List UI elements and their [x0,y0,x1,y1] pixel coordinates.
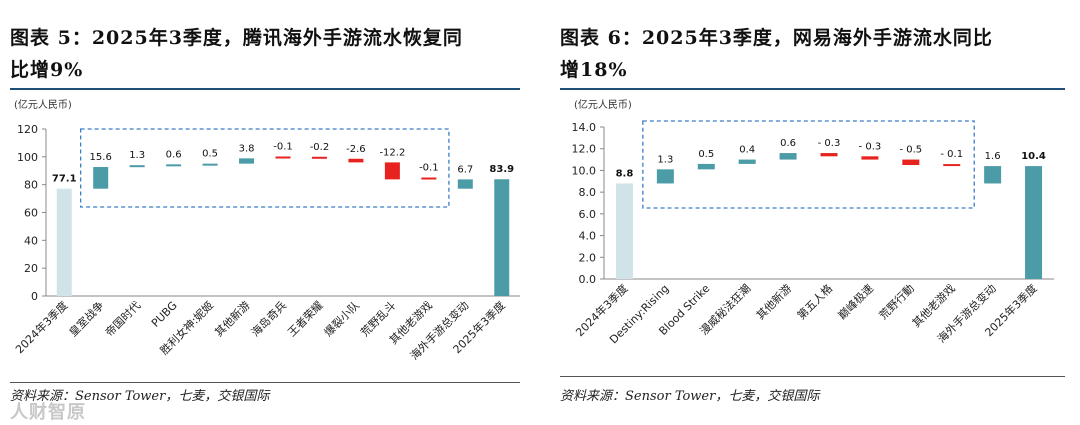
right-waterfall-chart: 0.0 2.0 4.0 6.0 8.0 10.0 12.0 14.0 8.8 1.3 0.5 0.4 0… [572,120,1054,346]
left-x-tick-label-7: 王者荣耀 [285,299,325,339]
left-value-label-0: 77.1 [52,174,77,185]
right-bar-1 [656,169,674,184]
right-value-label-3: 0.4 [739,145,755,156]
left-bar-5 [239,158,255,164]
left-y-tick-label: 40 [24,234,38,247]
left-x-tick-label-8: 爆裂小队 [321,298,362,339]
right-value-label-4: 0.6 [780,138,796,149]
left-value-label-4: 0.5 [202,149,218,160]
right-y-tick-label: 8.0 [579,186,597,199]
left-value-label-2: 1.3 [129,150,145,161]
right-bar-7 [902,159,920,165]
right-bar-6 [861,156,879,160]
left-x-tick-label-1: 皇室战争 [66,298,107,339]
left-bar-12 [494,179,510,296]
right-bar-5 [820,153,838,157]
left-source: 资料来源：Sensor Tower，七麦，交银国际 [10,389,270,404]
left-bar-0 [56,188,72,296]
left-value-label-1: 15.6 [90,152,112,163]
left-chart-title: 图表 5：2025年3季度，腾讯海外手游流水恢复同 比增9% [10,27,463,81]
left-value-label-10: -0.1 [419,163,439,174]
right-y-tick-label: 2.0 [579,251,597,264]
right-x-tick-label-7: 荒野行動 [876,281,917,322]
left-bar-4 [202,163,218,166]
left-y-tick-label: 0 [31,290,38,303]
right-source-rule [560,376,1065,377]
left-x-tick-label-3: PUBG [149,299,180,330]
left-value-label-7: -0.2 [310,142,330,153]
left-y-tick-label: 20 [24,262,38,275]
left-x-tick-label-6: 海岛奇兵 [248,298,289,339]
left-x-tick-label-2: 帝国时代 [102,298,143,339]
right-chart-title: 图表 6：2025年3季度，网易海外手游流水同比 增18% [560,27,993,81]
right-value-label-1: 1.3 [657,154,673,165]
left-bar-2 [129,165,145,168]
right-x-tick-label-4: 其他新游 [753,281,794,322]
watermark: 人财智原 [10,402,86,423]
right-y-tick-label: 0.0 [579,273,597,286]
right-bar-9 [984,166,1002,184]
right-bar-2 [697,163,715,170]
right-value-label-8: - 0.1 [940,149,963,160]
right-y-tick-label: 12.0 [572,143,597,156]
left-bar-11 [457,179,473,189]
left-value-label-6: -0.1 [273,142,293,153]
left-source-rule [10,382,520,383]
left-dashed-box [79,128,450,208]
left-value-label-11: 6.7 [457,164,473,175]
left-bar-8 [348,158,364,163]
left-bar-6 [275,156,291,159]
left-y-tick-label: 80 [24,179,38,192]
right-bar-10 [1025,166,1043,279]
right-value-label-10: 10.4 [1021,151,1046,162]
right-bar-0 [615,183,633,279]
right-dashed-box [642,120,975,209]
left-value-label-5: 3.8 [239,143,255,154]
left-x-tick-label-5: 其他新游 [212,298,253,339]
left-value-label-9: -12.2 [379,147,405,158]
right-bar-4 [779,153,797,160]
left-waterfall-chart: 0 20 40 60 80 100 120 77.1 15.6 1.3 0.6 0.5 3.8 -0.1 -… [12,123,520,363]
right-value-label-7: - 0.5 [899,145,922,156]
left-x-tick-label-0: 2024年3季度 [12,298,70,356]
left-y-tick-label: 120 [17,123,38,136]
left-value-label-3: 0.6 [166,149,182,160]
right-value-label-2: 0.5 [698,149,714,160]
left-value-label-8: -2.6 [346,144,366,155]
right-y-tick-label: 14.0 [572,121,597,134]
left-bar-7 [311,156,327,159]
right-value-label-6: - 0.3 [859,141,882,152]
left-panel: 图表 5：2025年3季度，腾讯海外手游流水恢复同 比增9% (亿元人民币) 0… [10,0,530,425]
right-title-rule [560,88,1065,90]
left-title-rule [10,88,520,90]
left-bar-1 [93,166,109,189]
right-y-tick-label: 4.0 [579,230,597,243]
right-bar-8 [943,164,961,167]
left-y-tick-label: 60 [24,207,38,220]
right-value-label-5: - 0.3 [818,138,841,149]
right-value-label-9: 1.6 [985,151,1001,162]
right-value-label-0: 8.8 [616,168,634,179]
right-y-tick-label: 6.0 [579,208,597,221]
left-bar-10 [421,177,437,180]
right-y-tick-label: 10.0 [572,164,597,177]
right-x-tick-label-6: 巅峰极速 [835,281,876,322]
right-source: 资料来源：Sensor Tower，七麦，交银国际 [560,389,820,404]
right-panel: 图表 6：2025年3季度，网易海外手游流水同比 增18% (亿元人民币) 0.… [560,0,1075,425]
right-unit-label: (亿元人民币) [574,100,632,111]
right-bar-3 [738,159,756,164]
left-bar-3 [166,164,182,167]
right-x-tick-label-5: 第五人格 [794,281,835,322]
left-unit-label: (亿元人民币) [14,100,72,111]
left-bar-9 [384,162,400,180]
left-y-tick-label: 100 [17,151,38,164]
left-value-label-12: 83.9 [489,164,514,175]
